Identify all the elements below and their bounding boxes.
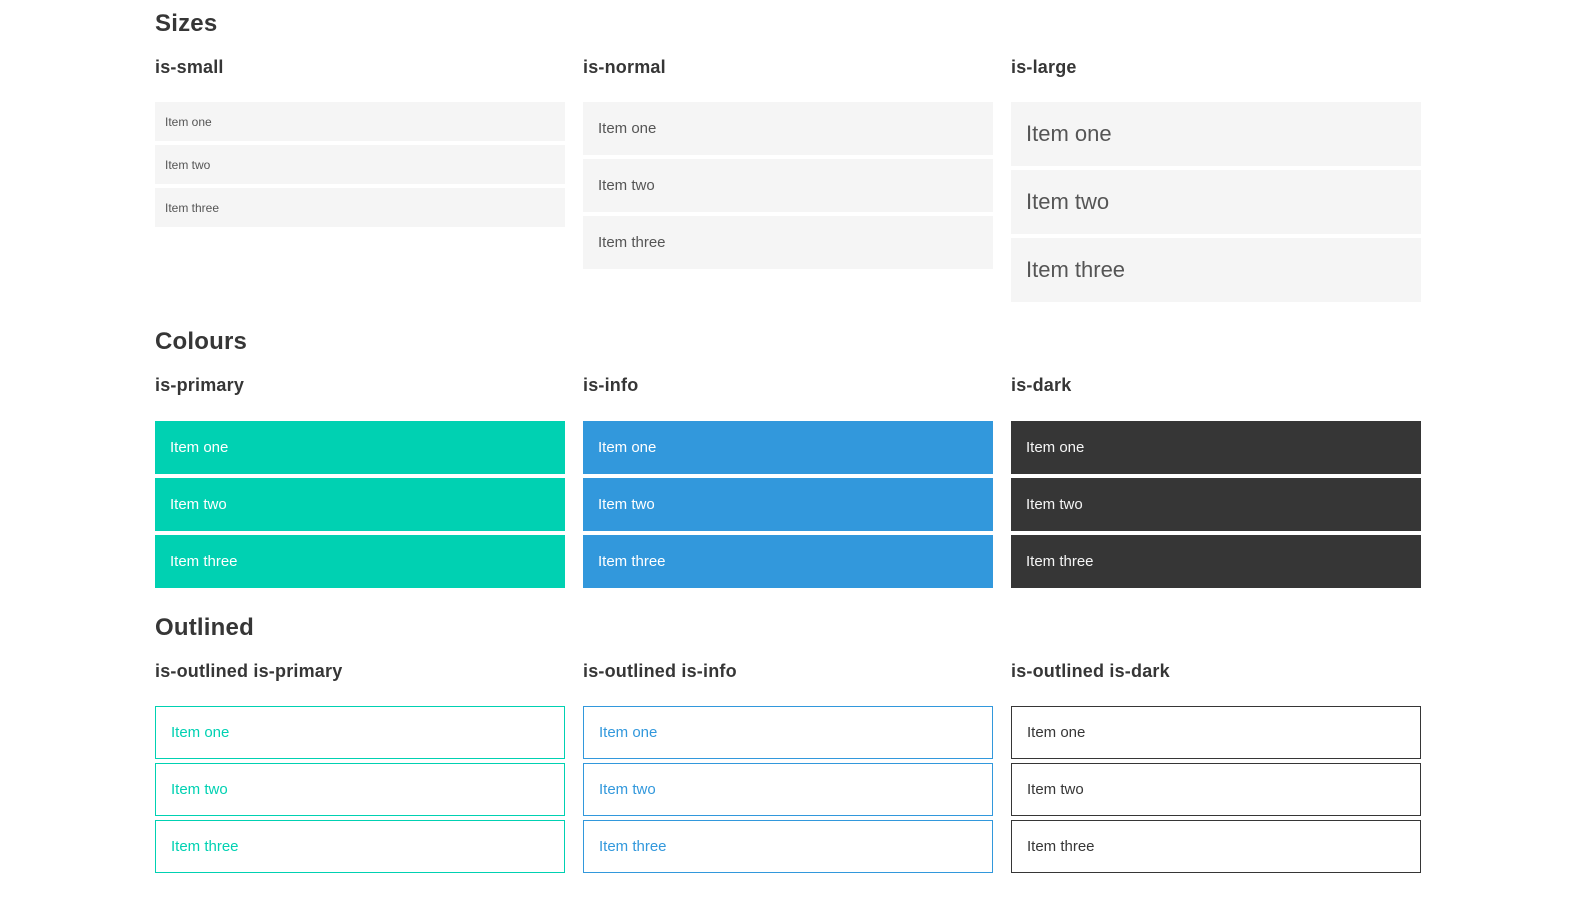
section-title-colours: Colours	[155, 328, 248, 356]
section-sizes: Sizes is-small Item one Item two Item th…	[155, 10, 1421, 303]
section-outlined: Outlined is-outlined is-primary Item one…	[155, 613, 1421, 874]
list-item[interactable]: Item three	[1011, 238, 1421, 303]
list-item[interactable]: Item one	[1011, 420, 1421, 474]
group-is-normal: is-normal Item one Item two Item three	[583, 57, 993, 270]
list-primary: Item one Item two Item three	[155, 420, 565, 588]
list-item[interactable]: Item one	[583, 420, 993, 474]
list-item[interactable]: Item one	[583, 102, 993, 156]
list-item[interactable]: Item one	[155, 420, 565, 474]
outlined-grid: is-outlined is-primary Item one Item two…	[155, 661, 1421, 874]
group-outlined-info: is-outlined is-info Item one Item two It…	[583, 661, 993, 874]
group-heading-is-dark: is-dark	[1011, 375, 1072, 396]
list-item[interactable]: Item two	[1011, 170, 1421, 235]
list-item[interactable]: Item three	[583, 534, 993, 588]
list-item[interactable]: Item three	[155, 820, 565, 874]
list-outlined-info: Item one Item two Item three	[583, 706, 993, 874]
list-dark: Item one Item two Item three	[1011, 420, 1421, 588]
list-item[interactable]: Item one	[583, 706, 993, 760]
list-item[interactable]: Item one	[1011, 102, 1421, 167]
group-heading-is-info: is-info	[583, 375, 639, 396]
group-heading-is-normal: is-normal	[583, 56, 666, 77]
list-item[interactable]: Item one	[1011, 706, 1421, 760]
group-heading-outlined-primary: is-outlined is-primary	[155, 660, 343, 681]
group-is-large: is-large Item one Item two Item three	[1011, 57, 1421, 303]
group-is-dark: is-dark Item one Item two Item three	[1011, 375, 1421, 588]
list-normal: Item one Item two Item three	[583, 102, 993, 270]
list-item[interactable]: Item three	[1011, 820, 1421, 874]
list-item[interactable]: Item one	[155, 102, 565, 142]
group-is-primary: is-primary Item one Item two Item three	[155, 375, 565, 588]
list-large: Item one Item two Item three	[1011, 102, 1421, 303]
list-outlined-primary: Item one Item two Item three	[155, 706, 565, 874]
colours-grid: is-primary Item one Item two Item three …	[155, 375, 1421, 588]
group-heading-is-large: is-large	[1011, 56, 1077, 77]
group-outlined-primary: is-outlined is-primary Item one Item two…	[155, 661, 565, 874]
group-outlined-dark: is-outlined is-dark Item one Item two It…	[1011, 661, 1421, 874]
list-item[interactable]: Item two	[155, 763, 565, 817]
group-heading-is-small: is-small	[155, 56, 224, 77]
list-item[interactable]: Item two	[583, 477, 993, 531]
list-item[interactable]: Item two	[583, 159, 993, 213]
sizes-grid: is-small Item one Item two Item three is…	[155, 57, 1421, 303]
content-container: Sizes is-small Item one Item two Item th…	[155, 0, 1421, 874]
list-item[interactable]: Item one	[155, 706, 565, 760]
list-outlined-dark: Item one Item two Item three	[1011, 706, 1421, 874]
list-item[interactable]: Item two	[155, 477, 565, 531]
list-item[interactable]: Item three	[155, 188, 565, 228]
group-heading-is-primary: is-primary	[155, 375, 245, 396]
group-is-info: is-info Item one Item two Item three	[583, 375, 993, 588]
list-item[interactable]: Item three	[583, 820, 993, 874]
list-item[interactable]: Item two	[1011, 763, 1421, 817]
list-item[interactable]: Item two	[155, 145, 565, 185]
list-item[interactable]: Item two	[583, 763, 993, 817]
group-heading-outlined-info: is-outlined is-info	[583, 660, 737, 681]
group-is-small: is-small Item one Item two Item three	[155, 57, 565, 228]
list-small: Item one Item two Item three	[155, 102, 565, 228]
section-title-sizes: Sizes	[155, 10, 218, 37]
list-item[interactable]: Item three	[155, 534, 565, 588]
list-item[interactable]: Item three	[1011, 534, 1421, 588]
section-title-outlined: Outlined	[155, 613, 254, 641]
section-colours: Colours is-primary Item one Item two Ite…	[155, 328, 1421, 588]
list-item[interactable]: Item three	[583, 216, 993, 270]
list-item[interactable]: Item two	[1011, 477, 1421, 531]
list-info: Item one Item two Item three	[583, 420, 993, 588]
group-heading-outlined-dark: is-outlined is-dark	[1011, 660, 1170, 681]
